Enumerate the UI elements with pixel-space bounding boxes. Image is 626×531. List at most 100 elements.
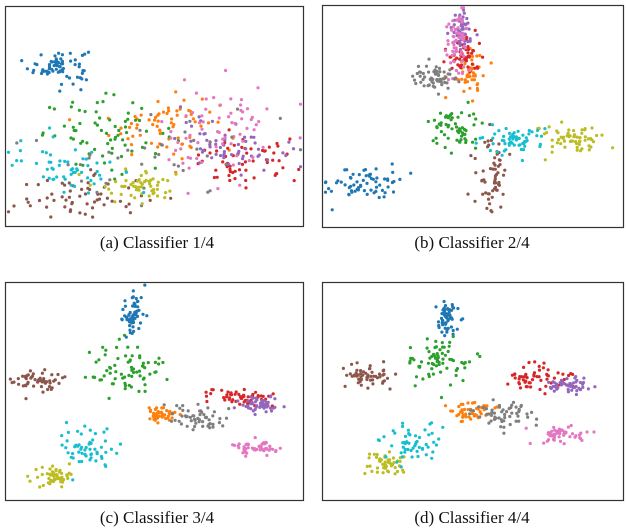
scatter-point <box>611 146 615 150</box>
scatter-point <box>252 128 256 132</box>
scatter-point <box>203 415 208 420</box>
scatter-point <box>105 369 109 373</box>
scatter-point <box>84 445 88 450</box>
scatter-point <box>134 185 138 189</box>
scatter-point <box>417 445 421 449</box>
scatter-point <box>251 159 255 163</box>
scatter-point <box>93 172 97 176</box>
scatter-point <box>246 446 250 450</box>
scatter-point <box>205 154 209 158</box>
scatter-point <box>462 44 466 49</box>
scatter-point <box>254 396 258 400</box>
scatter-point <box>110 151 114 155</box>
scatter-point <box>173 136 177 141</box>
scatter-point <box>382 368 386 372</box>
scatter-point <box>457 31 461 36</box>
scatter-point <box>101 345 105 349</box>
scatter-point <box>432 440 436 444</box>
scatter-point <box>403 447 407 451</box>
scatter-point <box>130 149 134 153</box>
scatter-point <box>278 446 282 450</box>
scatter-point <box>454 50 458 54</box>
scatter-point <box>327 187 331 191</box>
scatter-point <box>429 76 433 80</box>
scatter-point <box>26 380 30 384</box>
scatter-point <box>522 365 526 369</box>
scatter-point <box>221 160 225 164</box>
scatter-point <box>123 119 127 123</box>
scatter-point <box>406 428 410 432</box>
scatter-point <box>89 178 93 183</box>
scatter-point <box>391 170 395 174</box>
scatter-point <box>257 120 261 124</box>
scatter-point <box>520 375 524 379</box>
scatter-point <box>228 167 232 171</box>
scatter-point <box>227 115 231 119</box>
scatter-point <box>562 377 566 382</box>
scatter-point <box>148 372 152 376</box>
scatter-point <box>232 443 237 447</box>
scatter-point <box>485 412 489 416</box>
scatter-point <box>182 98 186 102</box>
scatter-point <box>125 318 129 322</box>
scatter-point <box>527 360 531 365</box>
scatter-point <box>412 358 416 362</box>
scatter-point <box>562 430 567 434</box>
scatter-point <box>574 380 578 384</box>
scatter-point <box>473 199 477 203</box>
scatter-point <box>154 370 158 374</box>
scatter-point <box>403 434 408 438</box>
scatter-point <box>78 211 82 215</box>
scatter-point <box>387 450 392 454</box>
scatter-point <box>83 212 87 216</box>
scatter-point <box>434 443 438 447</box>
scatter-point <box>95 123 99 127</box>
scatter-point <box>243 135 247 139</box>
scatter-point <box>580 131 584 135</box>
scatter-point <box>359 183 363 187</box>
scatter-point <box>69 105 73 109</box>
cluster-3 <box>40 91 180 181</box>
scatter-point <box>252 176 256 180</box>
scatter-point <box>460 408 464 412</box>
scatter-point <box>168 189 172 193</box>
scatter-point <box>130 354 134 358</box>
scatter-point <box>140 162 144 166</box>
scatter-point <box>506 382 510 386</box>
scatter-point <box>567 373 571 378</box>
scatter-point <box>193 418 197 422</box>
scatter-point <box>365 377 369 382</box>
scatter-point <box>52 177 56 181</box>
scatter-point <box>583 138 587 142</box>
scatter-point <box>239 103 243 107</box>
scatter-point <box>390 444 394 448</box>
scatter-point <box>215 175 219 179</box>
scatter-point <box>502 134 506 138</box>
scatter-point <box>437 437 441 441</box>
scatter-point <box>383 177 387 181</box>
scatter-point <box>547 125 551 129</box>
scatter-point <box>28 479 32 483</box>
scatter-point <box>413 434 418 438</box>
scatter-point <box>73 184 77 188</box>
scatter-point <box>561 380 565 384</box>
scatter-point <box>188 415 192 419</box>
scatter-point <box>109 191 114 195</box>
scatter-point <box>45 167 49 171</box>
scatter-point <box>128 317 132 321</box>
scatter-point <box>200 97 204 101</box>
scatter-point <box>149 178 153 182</box>
scatter-point <box>470 51 474 55</box>
scatter-point <box>75 75 80 79</box>
scatter-point <box>62 190 66 194</box>
scatter-point <box>505 410 509 414</box>
scatter-point <box>186 155 190 160</box>
scatter-point <box>499 425 503 429</box>
scatter-point <box>51 479 56 484</box>
scatter-point <box>60 376 65 380</box>
scatter-point <box>189 124 194 128</box>
scatter-point <box>465 35 469 40</box>
scatter-point <box>51 69 55 73</box>
scatter-point <box>287 140 291 144</box>
scatter-point <box>186 409 190 413</box>
